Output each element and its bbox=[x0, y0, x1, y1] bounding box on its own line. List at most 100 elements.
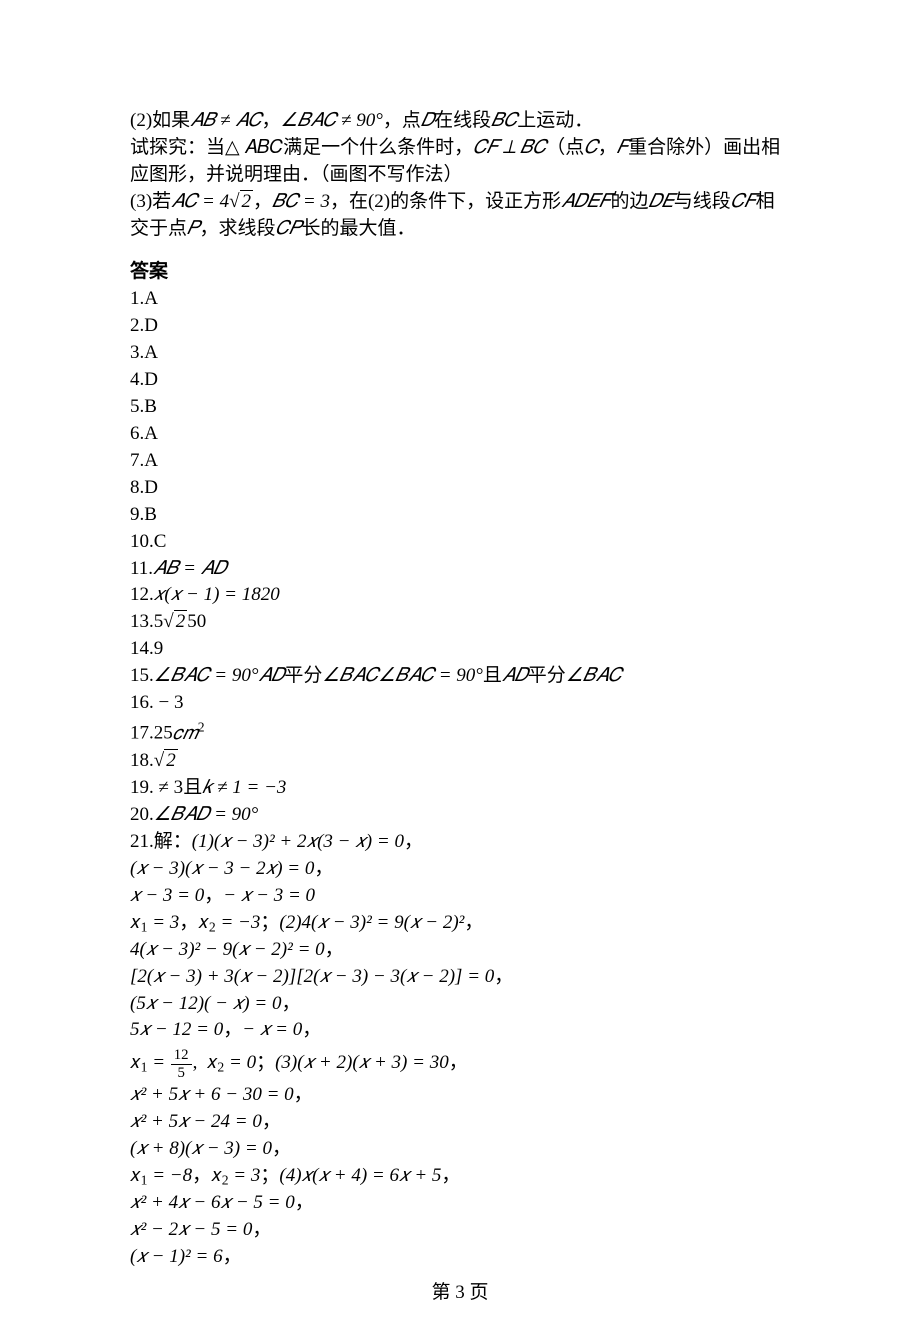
math: ∠𝐵𝐴𝐶 = 90° bbox=[154, 665, 259, 686]
work-line: (𝑥 − 3)(𝑥 − 3 − 2𝑥) = 0， bbox=[130, 856, 790, 883]
math: 𝑥1 = bbox=[130, 1052, 170, 1073]
problem-2-line-1: (2)如果𝐴𝐵 ≠ 𝐴𝐶，∠𝐵𝐴𝐶 ≠ 90°，点𝐷在线段𝐵𝐶上运动． bbox=[130, 108, 790, 135]
math: (𝑥 + 8)(𝑥 − 3) = 0 bbox=[130, 1138, 272, 1159]
answer-17: 17.25𝑐𝑚2 bbox=[130, 717, 790, 747]
math: ∠𝐵𝐴𝐶∠𝐵𝐴𝐶 = 90° bbox=[322, 665, 482, 686]
math: 𝐴𝐷 bbox=[258, 665, 284, 686]
text: ， bbox=[223, 1019, 242, 1040]
math: 𝑥² + 5𝑥 + 6 − 30 = 0 bbox=[130, 1084, 294, 1105]
answer-9: 9.B bbox=[130, 502, 790, 529]
label: 21.解： bbox=[130, 831, 192, 852]
math: 𝑘 ≠ 1 = −3 bbox=[202, 777, 286, 798]
text: (2)如果 bbox=[130, 110, 190, 131]
math: (5𝑥 − 12)( − 𝑥) = 0 bbox=[130, 993, 281, 1014]
label: 15. bbox=[130, 665, 154, 686]
math: ∠𝐵𝐴𝐶 bbox=[566, 665, 622, 686]
spacer bbox=[130, 243, 790, 259]
label: 18. bbox=[130, 750, 154, 771]
text: ， bbox=[302, 1019, 321, 1040]
answer-2: 2.D bbox=[130, 313, 790, 340]
text: ， bbox=[441, 1165, 460, 1186]
text: 50 bbox=[187, 611, 206, 632]
answer-16: 16. − 3 bbox=[130, 690, 790, 717]
text: , bbox=[193, 1052, 207, 1073]
work-line: 4(𝑥 − 3)² − 9(𝑥 − 2)² = 0， bbox=[130, 937, 790, 964]
answer-1: 1.A bbox=[130, 286, 790, 313]
label: 12. bbox=[130, 584, 154, 605]
text: ， bbox=[281, 993, 300, 1014]
math: 4(𝑥 − 3)² − 9(𝑥 − 2)² = 0 bbox=[130, 939, 325, 960]
work-line: (5𝑥 − 12)( − 𝑥) = 0， bbox=[130, 991, 790, 1018]
answer-12: 12.𝑥(𝑥 − 1) = 1820 bbox=[130, 582, 790, 609]
answer-5: 5.B bbox=[130, 394, 790, 421]
answer-19: 19. ≠ 3且𝑘 ≠ 1 = −3 bbox=[130, 775, 790, 802]
math: 5𝑥 − 12 = 0 bbox=[130, 1019, 223, 1040]
answer-14: 14.9 bbox=[130, 636, 790, 663]
math: 𝐴𝐶 = 4 bbox=[171, 191, 229, 212]
work-line: 𝑥1 = −8，𝑥2 = 3；(4)𝑥(𝑥 + 4) = 6𝑥 + 5， bbox=[130, 1163, 790, 1190]
problem-2-line-3: 应图形，并说明理由．（画图不写作法） bbox=[130, 162, 790, 189]
math: 𝑥(𝑥 − 1) = 1820 bbox=[154, 584, 280, 605]
math: (𝑥 − 3)(𝑥 − 3 − 2𝑥) = 0 bbox=[130, 858, 314, 879]
math: 𝐴𝐵 ≠ 𝐴𝐶 bbox=[190, 110, 261, 131]
text: ， bbox=[295, 1192, 314, 1213]
math: (𝑥 − 1)² = 6 bbox=[130, 1246, 223, 1267]
work-line: 𝑥² + 5𝑥 − 24 = 0， bbox=[130, 1109, 790, 1136]
math: △ 𝐴𝐵𝐶 bbox=[225, 137, 283, 158]
math: 𝐶𝑃 bbox=[276, 218, 302, 239]
math: 𝑥2 = −3 bbox=[198, 912, 260, 933]
answer-4: 4.D bbox=[130, 367, 790, 394]
text: ， bbox=[294, 1084, 313, 1105]
text: ， bbox=[325, 939, 344, 960]
problem-2-line-2: 试探究：当△ 𝐴𝐵𝐶满足一个什么条件时，𝐶𝐹 ⊥ 𝐵𝐶（点𝐶，𝐹重合除外）画出相 bbox=[130, 135, 790, 162]
work-line: 𝑥1 = 3，𝑥2 = −3；(2)4(𝑥 − 3)² = 9(𝑥 − 2)²， bbox=[130, 910, 790, 937]
sqrt: √2 bbox=[229, 190, 253, 212]
text: （点 bbox=[546, 137, 584, 158]
text: 相 bbox=[756, 191, 775, 212]
math: 𝐵𝐶 = 3 bbox=[272, 191, 330, 212]
text: ， bbox=[449, 1052, 468, 1073]
text: (3)若 bbox=[130, 191, 171, 212]
text: 上运动． bbox=[517, 110, 593, 131]
text: ； bbox=[260, 1165, 279, 1186]
answer-20: 20.∠𝐵𝐴𝐷 = 90° bbox=[130, 802, 790, 829]
answer-7: 7.A bbox=[130, 448, 790, 475]
work-line: 𝑥² + 5𝑥 + 6 − 30 = 0， bbox=[130, 1082, 790, 1109]
answer-11: 11.𝐴𝐵 = 𝐴𝐷 bbox=[130, 556, 790, 583]
answer-13: 13.5√250 bbox=[130, 609, 790, 636]
text: 应图形，并说明理由．（画图不写作法） bbox=[130, 164, 463, 185]
work-line: 𝑥² − 2𝑥 − 5 = 0， bbox=[130, 1217, 790, 1244]
text: ； bbox=[260, 912, 279, 933]
problem-3-line-2: 交于点𝑃，求线段𝐶𝑃长的最大值． bbox=[130, 216, 790, 243]
text: 与线段 bbox=[674, 191, 731, 212]
math: 𝐹 bbox=[617, 137, 628, 158]
work-line: 5𝑥 − 12 = 0，− 𝑥 = 0， bbox=[130, 1017, 790, 1044]
sqrt: √2 bbox=[154, 749, 178, 771]
math: 𝐴𝐷𝐸𝐹 bbox=[561, 191, 610, 212]
math: 𝑥2 = 3 bbox=[211, 1165, 260, 1186]
text: ， bbox=[204, 885, 223, 906]
text: ， bbox=[464, 912, 483, 933]
math: 𝐷𝐸 bbox=[648, 191, 673, 212]
unit: 𝑐𝑚2 bbox=[173, 723, 205, 744]
answer-10: 10.C bbox=[130, 529, 790, 556]
text: ， bbox=[223, 1246, 242, 1267]
math: − 𝑥 − 3 = 0 bbox=[223, 885, 315, 906]
text: ， bbox=[179, 912, 198, 933]
math: [2(𝑥 − 3) + 3(𝑥 − 2)][2(𝑥 − 3) − 3(𝑥 − 2… bbox=[130, 966, 494, 987]
label: 13.5 bbox=[130, 611, 163, 632]
text: ，点 bbox=[383, 110, 421, 131]
math: ∠𝐵𝐴𝐷 = 90° bbox=[154, 804, 259, 825]
work-line: 𝑥 − 3 = 0，− 𝑥 − 3 = 0 bbox=[130, 883, 790, 910]
math: 𝑥1 = −8 bbox=[130, 1165, 192, 1186]
math: − 𝑥 = 0 bbox=[242, 1019, 302, 1040]
text: ， bbox=[494, 966, 513, 987]
math: (4)𝑥(𝑥 + 4) = 6𝑥 + 5 bbox=[279, 1165, 441, 1186]
work-line: 𝑥² + 4𝑥 − 6𝑥 − 5 = 0， bbox=[130, 1190, 790, 1217]
text: ， bbox=[261, 110, 280, 131]
math: 𝑥² + 4𝑥 − 6𝑥 − 5 = 0 bbox=[130, 1192, 295, 1213]
math: (3)(𝑥 + 2)(𝑥 + 3) = 30 bbox=[275, 1052, 449, 1073]
problem-3-line-1: (3)若𝐴𝐶 = 4√2，𝐵𝐶 = 3，在(2)的条件下，设正方形𝐴𝐷𝐸𝐹的边𝐷… bbox=[130, 189, 790, 216]
answer-21-line: 21.解：(1)(𝑥 − 3)² + 2𝑥(3 − 𝑥) = 0， bbox=[130, 829, 790, 856]
label: 20. bbox=[130, 804, 154, 825]
